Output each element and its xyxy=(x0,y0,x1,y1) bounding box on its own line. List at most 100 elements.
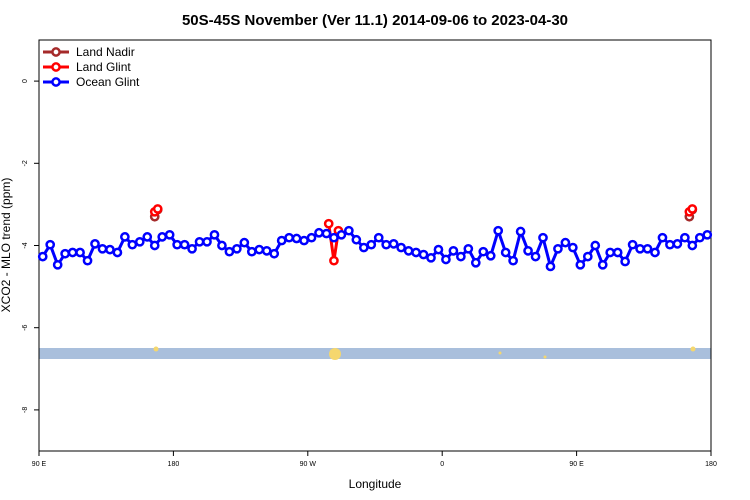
y-tick-label: -8 xyxy=(22,407,29,413)
legend-marker xyxy=(51,62,61,72)
data-point xyxy=(665,239,675,250)
legend-marker xyxy=(51,47,61,57)
data-point xyxy=(396,242,406,253)
data-point xyxy=(575,259,586,270)
data-point xyxy=(642,243,653,254)
data-point xyxy=(112,247,123,258)
data-point xyxy=(358,242,369,253)
data-point xyxy=(246,246,257,257)
data-point xyxy=(90,239,100,249)
data-point xyxy=(329,255,339,266)
data-point xyxy=(627,239,638,250)
data-point xyxy=(433,244,444,255)
data-point xyxy=(134,236,145,247)
data-point xyxy=(403,245,414,256)
data-point xyxy=(470,257,481,268)
data-point xyxy=(597,259,608,270)
data-point xyxy=(687,240,698,251)
data-point xyxy=(381,239,392,250)
data-point xyxy=(217,240,227,251)
y-tick-label: -4 xyxy=(22,242,29,248)
data-point xyxy=(650,247,660,258)
data-point xyxy=(97,243,108,254)
data-point xyxy=(373,232,384,243)
data-point xyxy=(321,228,332,239)
data-point xyxy=(463,243,474,254)
data-point xyxy=(149,240,160,251)
data-point xyxy=(276,235,287,246)
data-point xyxy=(152,204,163,214)
data-point xyxy=(105,244,115,255)
data-point xyxy=(411,247,421,258)
data-point xyxy=(224,246,235,257)
data-point xyxy=(336,229,347,240)
data-point xyxy=(351,234,362,245)
data-point xyxy=(209,229,220,240)
data-point xyxy=(478,246,489,257)
data-point xyxy=(37,251,48,262)
data-point xyxy=(426,252,436,263)
data-point xyxy=(515,226,526,237)
chart-title: 50S-45S November (Ver 11.1) 2014-09-06 t… xyxy=(182,12,568,29)
x-tick-label: 90 W xyxy=(300,461,317,468)
y-tick-label: 0 xyxy=(22,79,29,83)
data-point xyxy=(120,232,130,242)
data-point xyxy=(508,255,518,266)
data-point xyxy=(605,247,616,258)
land-marker xyxy=(498,351,502,355)
data-point xyxy=(523,245,533,256)
data-point xyxy=(590,240,601,251)
data-point xyxy=(60,248,70,259)
data-point xyxy=(75,247,85,258)
data-point xyxy=(687,204,698,214)
data-point xyxy=(672,239,683,249)
data-point xyxy=(45,239,56,250)
data-point xyxy=(680,232,690,243)
x-tick-label: 0 xyxy=(440,461,444,468)
data-point xyxy=(612,247,623,258)
data-point xyxy=(127,239,138,250)
data-point xyxy=(284,232,294,243)
legend-label: Land Nadir xyxy=(76,45,135,59)
data-point xyxy=(306,232,317,243)
data-point xyxy=(164,229,175,240)
land-marker xyxy=(329,348,341,360)
data-point xyxy=(261,245,272,256)
y-axis-label: XCO2 - MLO trend (ppm) xyxy=(0,178,13,313)
data-point xyxy=(366,239,377,250)
x-tick-label: 90 E xyxy=(569,461,584,468)
data-point xyxy=(232,243,242,254)
data-point xyxy=(202,236,212,247)
x-tick-label: 90 E xyxy=(32,461,47,468)
legend-marker xyxy=(51,77,61,87)
data-point xyxy=(485,250,496,261)
data-point xyxy=(694,232,705,243)
data-point xyxy=(67,247,78,258)
data-point xyxy=(194,236,205,247)
data-point xyxy=(329,232,339,243)
x-tick-label: 180 xyxy=(705,461,717,468)
data-point xyxy=(179,239,190,250)
data-point xyxy=(269,248,280,259)
data-point xyxy=(582,251,593,262)
land-marker xyxy=(153,346,159,352)
data-point xyxy=(52,259,63,270)
y-tick-label: -2 xyxy=(22,160,29,166)
series-line xyxy=(153,209,694,218)
data-point xyxy=(448,245,459,256)
data-point xyxy=(441,254,451,265)
data-point xyxy=(157,232,168,242)
data-point xyxy=(553,243,563,254)
legend-label: Land Glint xyxy=(76,60,131,74)
data-point xyxy=(456,251,466,262)
data-point xyxy=(172,239,182,250)
data-point xyxy=(500,247,511,258)
data-point xyxy=(254,244,265,255)
data-point xyxy=(314,227,324,238)
data-point xyxy=(493,225,504,236)
land-marker xyxy=(690,346,696,352)
x-axis-label: Longitude xyxy=(349,477,402,491)
data-point xyxy=(344,225,354,236)
legend-label: Ocean Glint xyxy=(76,75,140,89)
